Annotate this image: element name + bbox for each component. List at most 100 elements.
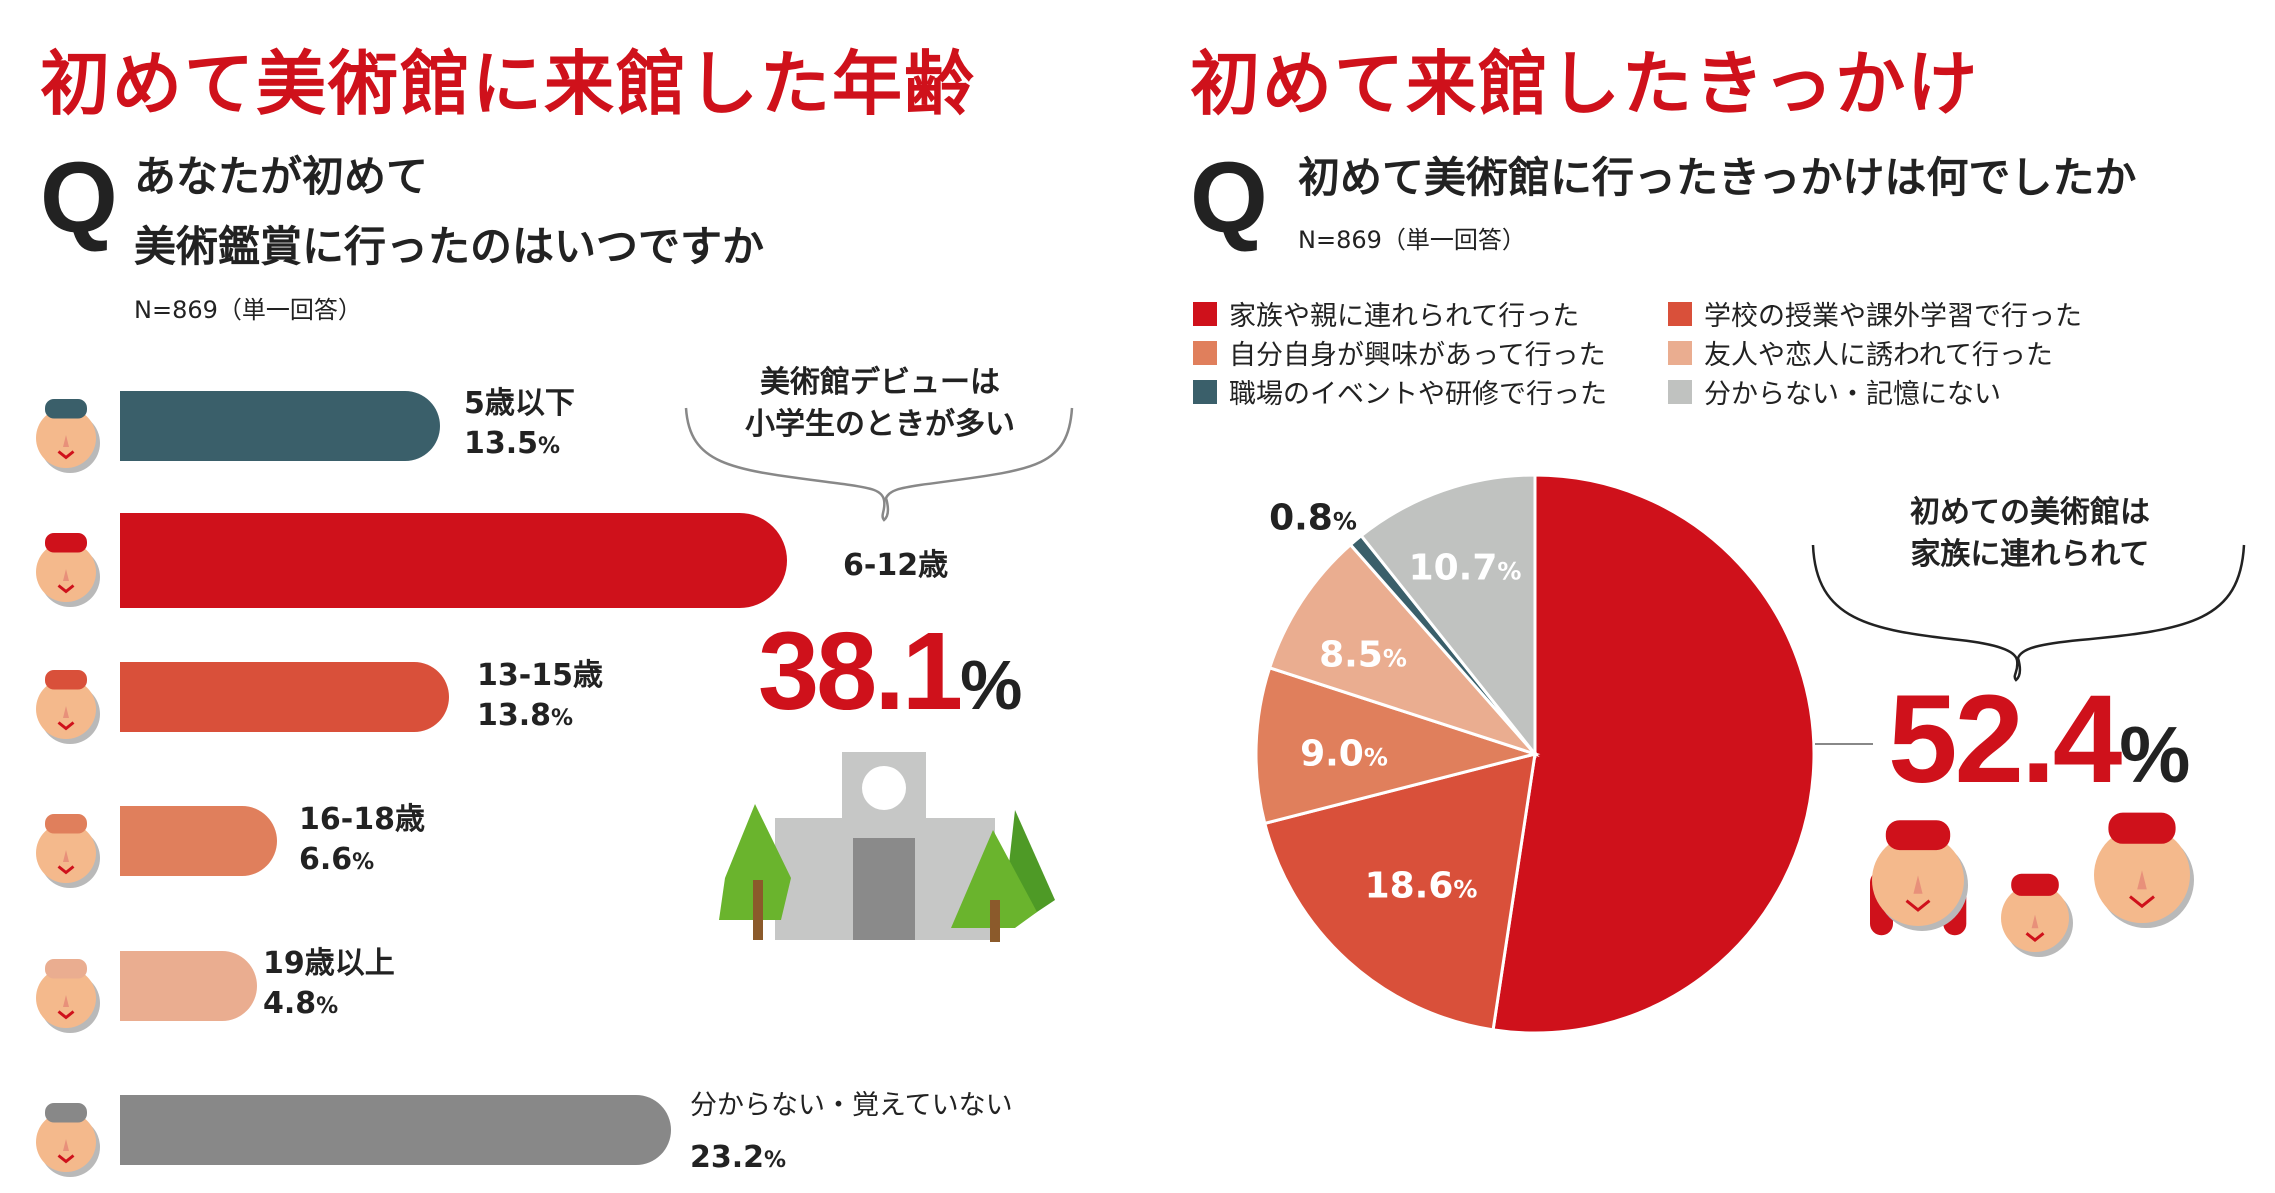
category-label: 5歳以下 [464, 386, 575, 421]
pie-slice-1 [1262, 751, 1537, 1032]
value-label: 23.2 [690, 1140, 765, 1175]
face-icon-age-5 [36, 1103, 100, 1177]
legend-swatch [1668, 301, 1692, 326]
pie-label-school: 18.6% [1365, 866, 1478, 907]
nose-icon [1913, 875, 1923, 894]
legend-swatch [1193, 301, 1217, 326]
percent-sign: % [1382, 644, 1407, 673]
category-label: 6-12歳 [843, 548, 949, 583]
category-label: 19歳以上 [263, 946, 395, 981]
percent-sign: % [316, 994, 339, 1019]
pie-slice-0 [1491, 473, 1816, 1035]
bar-label-5-and-under: 5歳以下 13.5% [464, 384, 575, 467]
bar-unknown [120, 1095, 671, 1165]
legend-label: 友人や恋人に誘われて行った [1704, 340, 2053, 371]
category-label: 13-15歳 [477, 658, 603, 693]
value-label: 4.8 [263, 986, 317, 1021]
question-line-1: あなたが初めて [134, 152, 429, 201]
legend-swatch [1668, 379, 1692, 404]
value-label: 18.6 [1364, 865, 1454, 907]
pie-slice-5 [1359, 473, 1537, 759]
callout-family: 初めての美術館は 家族に連れられて [1830, 492, 2230, 576]
museum-window-icon [862, 766, 906, 810]
legend-label: 分からない・記憶にない [1704, 379, 2001, 410]
nose-icon [63, 569, 69, 581]
hair-icon [45, 814, 87, 834]
percent-sign: % [1453, 875, 1478, 904]
callout-debut: 美術館デビューは 小学生のときが多い [690, 362, 1070, 446]
pie-label-unknown: 10.7% [1409, 548, 1522, 589]
legend-swatch [1668, 340, 1692, 365]
face-icon-father [2094, 812, 2194, 928]
category-label: 分からない・覚えていない [690, 1090, 1013, 1121]
callout-line-2: 家族に連れられて [1910, 537, 2150, 572]
value-label: 13.5 [464, 426, 539, 461]
tree-icon [719, 804, 791, 920]
highlight-value-family: 52.4% [1888, 668, 2190, 811]
bar-label-6-12: 6-12歳 [843, 546, 948, 586]
percent-sign: % [1363, 743, 1388, 772]
face-icon-mother [1870, 820, 1968, 936]
callout-line-1: 美術館デビューは [760, 365, 1000, 400]
hair-icon [2011, 873, 2059, 896]
mouth-icon [57, 721, 75, 731]
legend-item-work: 職場のイベントや研修で行った [1193, 372, 1607, 411]
legend-swatch [1193, 379, 1217, 404]
trigger-chart-title: 初めて来館したきっかけ [1190, 43, 1980, 125]
pie-label-self-interest: 9.0% [1300, 734, 1388, 775]
legend-item-self-interest: 自分自身が興味があって行った [1193, 333, 1606, 372]
percent-sign: % [960, 646, 1022, 724]
legend-label: 学校の授業や課外学習で行った [1704, 301, 2082, 332]
sample-size: N=869（単一回答） [1298, 226, 1526, 254]
value-label: 52.4 [1888, 670, 2122, 809]
callout-brace-right [1811, 544, 2246, 682]
pie-slice-3 [1267, 542, 1540, 758]
bar-5-and-under [120, 391, 440, 461]
nose-icon [63, 706, 69, 718]
bar-16-18 [120, 806, 277, 876]
hair-icon [1885, 820, 1951, 851]
hair-icon [2108, 812, 2176, 844]
legend-label: 自分自身が興味があって行った [1229, 340, 1606, 371]
face-icon-age-0 [36, 399, 100, 473]
percent-sign: % [352, 850, 375, 875]
highlight-value-6-12: 38.1% [758, 608, 1022, 735]
mouth-icon [57, 450, 75, 460]
value-label: 38.1 [758, 610, 963, 733]
bar-6-12 [120, 513, 787, 608]
legend-swatch [1193, 340, 1217, 365]
hair-icon [45, 399, 87, 419]
bar-label-unknown: 分からない・覚えていない 23.2% [690, 1080, 1013, 1187]
hair-icon [45, 670, 87, 690]
category-label: 16-18歳 [299, 802, 425, 837]
percent-sign: % [538, 434, 561, 459]
nose-icon [63, 995, 69, 1007]
bar-19-plus [120, 951, 257, 1021]
face-icon-age-1 [36, 533, 100, 607]
museum-door [853, 838, 915, 940]
percent-sign: % [764, 1148, 787, 1173]
value-label: 8.5 [1319, 634, 1383, 676]
question-line-2: 美術鑑賞に行ったのはいつですか [134, 222, 765, 271]
value-label: 0.8 [1269, 497, 1333, 539]
face-icon-child [2001, 873, 2073, 957]
tree-icon [951, 830, 1037, 928]
bar-label-13-15: 13-15歳 13.8% [477, 656, 603, 739]
nose-icon [63, 1139, 69, 1151]
percent-sign: % [1497, 557, 1522, 586]
bar-label-19-plus: 19歳以上 4.8% [263, 944, 395, 1027]
face-icon-age-3 [36, 814, 100, 888]
pie-label-friends: 8.5% [1319, 635, 1407, 676]
nose-icon [63, 850, 69, 862]
value-label: 9.0 [1300, 733, 1364, 775]
value-label: 6.6 [299, 842, 353, 877]
hair-icon [45, 959, 87, 979]
nose-icon [63, 435, 69, 447]
mouth-icon [57, 1154, 75, 1164]
mouth-icon [1905, 899, 1931, 912]
mouth-icon [57, 584, 75, 594]
percent-sign: % [1332, 507, 1357, 536]
percent-sign: % [551, 706, 574, 731]
